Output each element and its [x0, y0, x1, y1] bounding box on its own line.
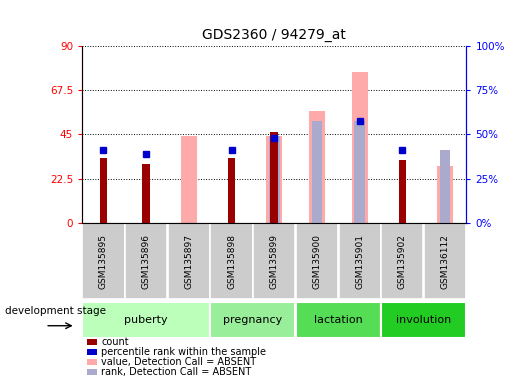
Bar — [269, 136, 280, 223]
Bar — [309, 111, 325, 223]
Text: involution: involution — [396, 314, 452, 325]
Bar — [351, 71, 368, 223]
Bar — [296, 223, 338, 299]
Text: GSM135899: GSM135899 — [270, 233, 279, 289]
Text: count: count — [101, 337, 129, 347]
Text: GSM135901: GSM135901 — [355, 233, 364, 289]
Bar — [100, 158, 108, 223]
Bar — [210, 223, 253, 299]
Text: development stage: development stage — [5, 306, 107, 316]
Bar — [381, 301, 466, 338]
Bar — [339, 223, 381, 299]
Text: GSM135896: GSM135896 — [142, 233, 151, 289]
Text: GSM135902: GSM135902 — [398, 234, 407, 288]
Text: GSM135898: GSM135898 — [227, 233, 236, 289]
Bar — [381, 223, 423, 299]
Bar — [270, 132, 278, 223]
Bar — [355, 121, 365, 223]
Text: puberty: puberty — [125, 314, 168, 325]
Bar — [399, 160, 406, 223]
Bar — [82, 301, 210, 338]
Text: value, Detection Call = ABSENT: value, Detection Call = ABSENT — [101, 357, 257, 367]
Text: GSM135897: GSM135897 — [184, 233, 193, 289]
Bar — [143, 164, 150, 223]
Bar — [424, 223, 466, 299]
Bar — [437, 166, 453, 223]
Bar — [312, 121, 322, 223]
Bar — [266, 136, 282, 223]
Text: GSM135900: GSM135900 — [313, 233, 322, 289]
Bar — [210, 301, 295, 338]
Bar — [125, 223, 167, 299]
Title: GDS2360 / 94279_at: GDS2360 / 94279_at — [202, 28, 346, 42]
Bar — [440, 150, 450, 223]
Text: lactation: lactation — [314, 314, 363, 325]
Bar — [82, 223, 125, 299]
Text: GSM136112: GSM136112 — [440, 234, 449, 288]
Bar — [296, 301, 381, 338]
Bar — [181, 136, 197, 223]
Text: pregnancy: pregnancy — [223, 314, 282, 325]
Bar — [228, 158, 235, 223]
Bar — [253, 223, 295, 299]
Bar — [168, 223, 210, 299]
Text: GSM135895: GSM135895 — [99, 233, 108, 289]
Text: rank, Detection Call = ABSENT: rank, Detection Call = ABSENT — [101, 367, 251, 377]
Text: percentile rank within the sample: percentile rank within the sample — [101, 347, 266, 357]
